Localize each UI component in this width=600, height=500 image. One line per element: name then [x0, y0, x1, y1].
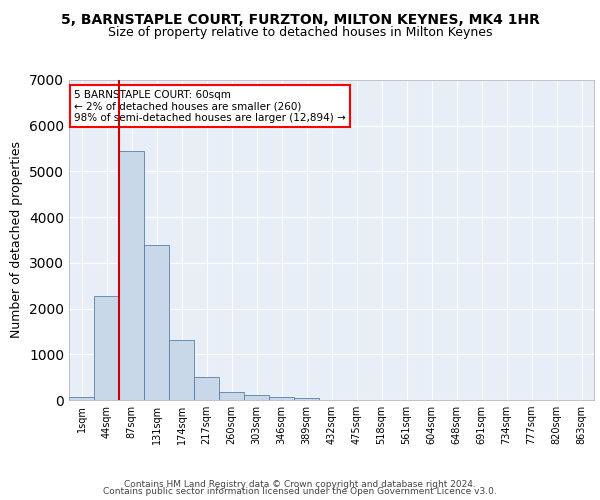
Bar [119, 151, 144, 400]
Bar [169, 340, 194, 400]
Bar [294, 398, 319, 400]
Text: 5 BARNSTAPLE COURT: 60sqm
← 2% of detached houses are smaller (260)
98% of semi-: 5 BARNSTAPLE COURT: 60sqm ← 2% of detach… [74, 90, 346, 123]
Bar [94, 296, 119, 400]
Bar [194, 377, 219, 400]
Bar [144, 246, 169, 400]
Bar [269, 397, 294, 400]
Bar [244, 396, 269, 400]
Y-axis label: Number of detached properties: Number of detached properties [10, 142, 23, 338]
Text: 5, BARNSTAPLE COURT, FURZTON, MILTON KEYNES, MK4 1HR: 5, BARNSTAPLE COURT, FURZTON, MILTON KEY… [61, 12, 539, 26]
Text: Contains public sector information licensed under the Open Government Licence v3: Contains public sector information licen… [103, 487, 497, 496]
Text: Size of property relative to detached houses in Milton Keynes: Size of property relative to detached ho… [108, 26, 492, 39]
Bar [219, 392, 244, 400]
Bar [69, 396, 94, 400]
Text: Contains HM Land Registry data © Crown copyright and database right 2024.: Contains HM Land Registry data © Crown c… [124, 480, 476, 489]
